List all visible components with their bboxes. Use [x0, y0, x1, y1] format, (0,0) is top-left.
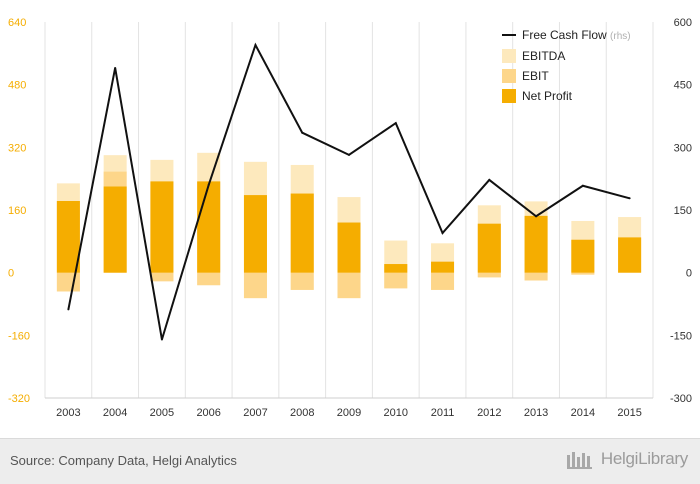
y-tick-label-left: -160 — [8, 330, 30, 342]
legend-label-net-profit: Net Profit — [522, 89, 573, 103]
y-tick-label-right: 450 — [674, 80, 692, 92]
brand-logo: HelgiLibrary — [566, 449, 688, 469]
legend-rhs-suffix: (rhs) — [610, 31, 631, 42]
net-profit-bar — [477, 223, 501, 273]
ebit-bar — [150, 272, 174, 282]
y-tick-label-right: -300 — [670, 393, 692, 405]
y-tick-label-right: 600 — [674, 17, 692, 29]
y-tick-label-right: 150 — [674, 205, 692, 217]
y-tick-label-right: -150 — [670, 330, 692, 342]
free-cash-flow-point — [67, 308, 70, 311]
net-profit-bar — [384, 264, 408, 273]
ebit-bar — [56, 272, 80, 292]
net-profit-bar — [431, 261, 455, 273]
net-profit-bar — [290, 193, 314, 273]
net-profit-bar — [243, 195, 267, 273]
x-tick-label: 2007 — [243, 407, 267, 419]
net-profit-bar — [103, 186, 127, 273]
free-cash-flow-point — [254, 43, 257, 46]
x-tick-label: 2015 — [617, 407, 641, 419]
ebit-bar — [384, 272, 408, 289]
source-note: Source: Company Data, Helgi Analytics — [10, 453, 237, 468]
brand-name: HelgiLibrary — [600, 449, 688, 468]
x-tick-label: 2011 — [431, 407, 455, 419]
x-tick-label: 2006 — [196, 407, 220, 419]
y-tick-label-left: 640 — [8, 17, 26, 29]
ebit-bar — [243, 272, 267, 299]
free-cash-flow-point — [207, 183, 210, 186]
x-tick-label: 2003 — [56, 407, 80, 419]
free-cash-flow-point — [114, 66, 117, 69]
free-cash-flow-point — [535, 215, 538, 218]
y-tick-label-left: 0 — [8, 268, 14, 280]
y-tick-label-right: 300 — [674, 142, 692, 154]
y-tick-label-left: -320 — [8, 393, 30, 405]
net-profit-bar — [524, 215, 548, 273]
legend-swatch-ebitda — [502, 49, 516, 63]
y-tick-label-left: 320 — [8, 142, 26, 154]
ebit-bar — [524, 272, 548, 281]
x-tick-label: 2008 — [290, 407, 314, 419]
ebit-bar — [431, 272, 455, 290]
net-profit-bar — [56, 200, 80, 273]
legend-label-ebit: EBIT — [522, 69, 549, 83]
footer: Source: Company Data, Helgi Analytics He… — [0, 438, 700, 484]
y-tick-label-left: 160 — [8, 205, 26, 217]
net-profit-bar — [337, 222, 361, 273]
legend-label-ebitda: EBITDA — [522, 49, 565, 63]
ebit-bar — [337, 272, 361, 299]
x-tick-label: 2005 — [150, 407, 174, 419]
y-tick-label-right: 0 — [686, 268, 692, 280]
free-cash-flow-point — [488, 178, 491, 181]
free-cash-flow-point — [394, 122, 397, 125]
library-icon — [566, 452, 592, 469]
ebit-bar — [477, 272, 501, 278]
free-cash-flow-point — [628, 197, 631, 200]
combo-chart: 640 480 320 160 0 -160 -320 600 450 300 150 0 -150 -3… — [8, 17, 692, 419]
ebit-bar — [197, 272, 221, 286]
x-tick-label: 2012 — [477, 407, 501, 419]
net-profit-bar — [197, 181, 221, 273]
net-profit-bar — [571, 239, 595, 273]
free-cash-flow-point — [441, 231, 444, 234]
ebit-bar — [571, 272, 595, 275]
y-tick-label-left: 480 — [8, 80, 26, 92]
x-tick-label: 2004 — [103, 407, 127, 419]
legend-swatch-net-profit — [502, 89, 516, 103]
x-tick-label: 2009 — [337, 407, 361, 419]
free-cash-flow-point — [301, 131, 304, 134]
free-cash-flow-point — [348, 153, 350, 156]
legend-label-free-cash-flow: Free Cash Flow (rhs) — [522, 28, 631, 42]
free-cash-flow-point — [160, 338, 163, 341]
ebit-bar — [290, 272, 314, 290]
legend-swatch-ebit — [502, 69, 516, 83]
net-profit-bar — [150, 181, 174, 273]
x-tick-label: 2014 — [571, 407, 595, 419]
x-tick-label: 2010 — [384, 407, 408, 419]
free-cash-flow-point — [581, 184, 584, 187]
x-tick-label: 2013 — [524, 407, 548, 419]
net-profit-bar — [618, 237, 642, 273]
